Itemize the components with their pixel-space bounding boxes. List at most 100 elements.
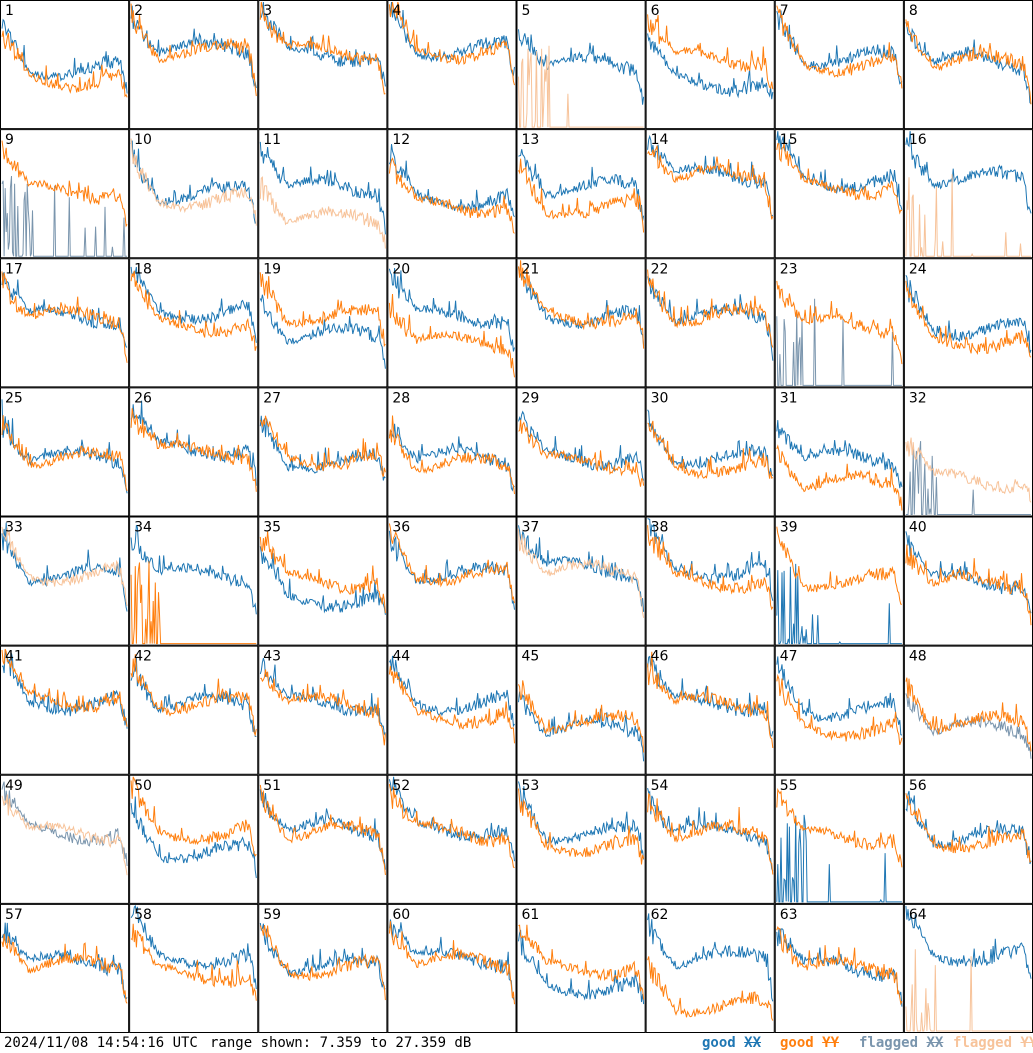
series-xx-good	[130, 140, 257, 224]
series-xx-good	[905, 274, 1032, 354]
panel-16: 16	[903, 129, 1033, 259]
series-xx-good	[647, 33, 774, 100]
series-yy-flagged	[518, 45, 644, 128]
series-yy-good	[1, 648, 128, 727]
series-yy-flagged	[1, 526, 128, 606]
panel-label: 54	[651, 778, 669, 794]
series-yy-good	[388, 523, 515, 604]
panel-label: 26	[134, 390, 152, 406]
series-yy-flagged	[518, 529, 645, 618]
series-yy-good	[1, 933, 128, 1004]
panel-label: 50	[134, 778, 152, 794]
series-xx-good	[130, 266, 257, 343]
panel-frame	[0, 129, 130, 259]
panel-label: 48	[909, 649, 927, 665]
panel-frame	[516, 645, 646, 775]
series-yy-good	[647, 420, 774, 480]
panel-label: 1	[5, 3, 14, 19]
panel-frame	[774, 645, 904, 775]
panel-42: 42	[129, 645, 259, 775]
series-yy-good	[776, 280, 903, 365]
panel-44: 44	[387, 645, 517, 775]
series-xx-good	[518, 29, 645, 105]
panel-frame	[129, 903, 259, 1033]
series-xx-good	[905, 21, 1032, 105]
panel-label: 14	[651, 132, 669, 148]
series-yy-good	[130, 3, 257, 97]
footer-bar: 2024/11/08 14:54:16 UTC range shown: 7.3…	[0, 1033, 1033, 1053]
panel-frame	[129, 645, 259, 775]
series-yy-good	[647, 956, 774, 1021]
panel-label: 12	[392, 132, 410, 148]
panel-36: 36	[387, 516, 517, 646]
panel-label: 44	[392, 649, 410, 665]
panel-frame	[645, 774, 775, 904]
series-yy-flagged	[905, 174, 1031, 257]
panel-label: 11	[263, 132, 281, 148]
legend-flagged-yy-pol: YY	[1020, 1035, 1033, 1051]
panel-label: 4	[392, 3, 401, 19]
series-yy-good	[388, 784, 515, 869]
panel-frame	[516, 129, 646, 259]
panel-53: 53	[516, 774, 646, 904]
series-yy-good	[647, 651, 774, 748]
series-yy-good	[647, 145, 774, 220]
panel-label: 27	[263, 390, 281, 406]
series-xx-good	[518, 929, 645, 1005]
series-xx-good	[905, 790, 1032, 865]
series-xx-good	[388, 776, 515, 862]
series-xx-flagged	[1, 175, 128, 257]
series-xx-good	[518, 266, 645, 346]
series-yy-flagged	[905, 949, 1031, 1032]
panel-39: 39	[774, 516, 904, 646]
panel-label: 34	[134, 520, 152, 536]
panel-frame	[516, 516, 646, 646]
series-xx-good	[130, 524, 257, 615]
panel-label: 37	[522, 520, 540, 536]
series-yy-good	[776, 526, 902, 605]
series-yy-good	[905, 280, 1032, 358]
series-yy-good	[647, 792, 774, 875]
series-yy-good	[130, 776, 257, 857]
panel-label: 30	[651, 390, 669, 406]
panel-7: 7	[774, 0, 904, 130]
panel-14: 14	[645, 129, 775, 259]
panel-label: 51	[263, 778, 281, 794]
panel-frame	[387, 0, 517, 130]
series-yy-good	[647, 269, 774, 348]
panel-frame	[0, 645, 130, 775]
panel-label: 40	[909, 520, 927, 536]
panel-5: 5	[516, 0, 646, 130]
panel-label: 36	[392, 520, 410, 536]
legend-good-yy-pol: YY	[822, 1035, 840, 1051]
legend-good-xx-prefix: good	[702, 1035, 736, 1051]
panel-label: 45	[522, 649, 540, 665]
panel-23: 23	[774, 258, 904, 388]
panel-22: 22	[645, 258, 775, 388]
panel-63: 63	[774, 903, 904, 1033]
panel-29: 29	[516, 387, 646, 517]
panel-label: 21	[522, 261, 540, 277]
panel-45: 45	[516, 645, 646, 775]
series-yy-flagged	[1, 794, 128, 876]
panel-55: 55	[774, 774, 904, 904]
series-xx-good	[130, 796, 257, 879]
panel-label: 2	[134, 3, 143, 19]
series-yy-good	[776, 143, 903, 215]
panel-8: 8	[903, 0, 1033, 130]
panel-frame	[774, 129, 904, 259]
series-xx-good	[518, 149, 645, 221]
series-xx-good	[905, 905, 1032, 979]
panel-25: 25	[0, 387, 130, 517]
panel-label: 33	[5, 520, 23, 536]
series-yy-good	[260, 669, 386, 746]
panel-18: 18	[129, 258, 259, 388]
panel-60: 60	[387, 903, 517, 1033]
panel-27: 27	[258, 387, 388, 517]
series-yy-good	[1, 30, 128, 98]
panel-frame	[645, 903, 775, 1033]
series-yy-flagged	[259, 176, 386, 249]
panel-label: 39	[780, 520, 798, 536]
panel-label: 35	[263, 520, 281, 536]
series-yy-good	[388, 157, 515, 234]
